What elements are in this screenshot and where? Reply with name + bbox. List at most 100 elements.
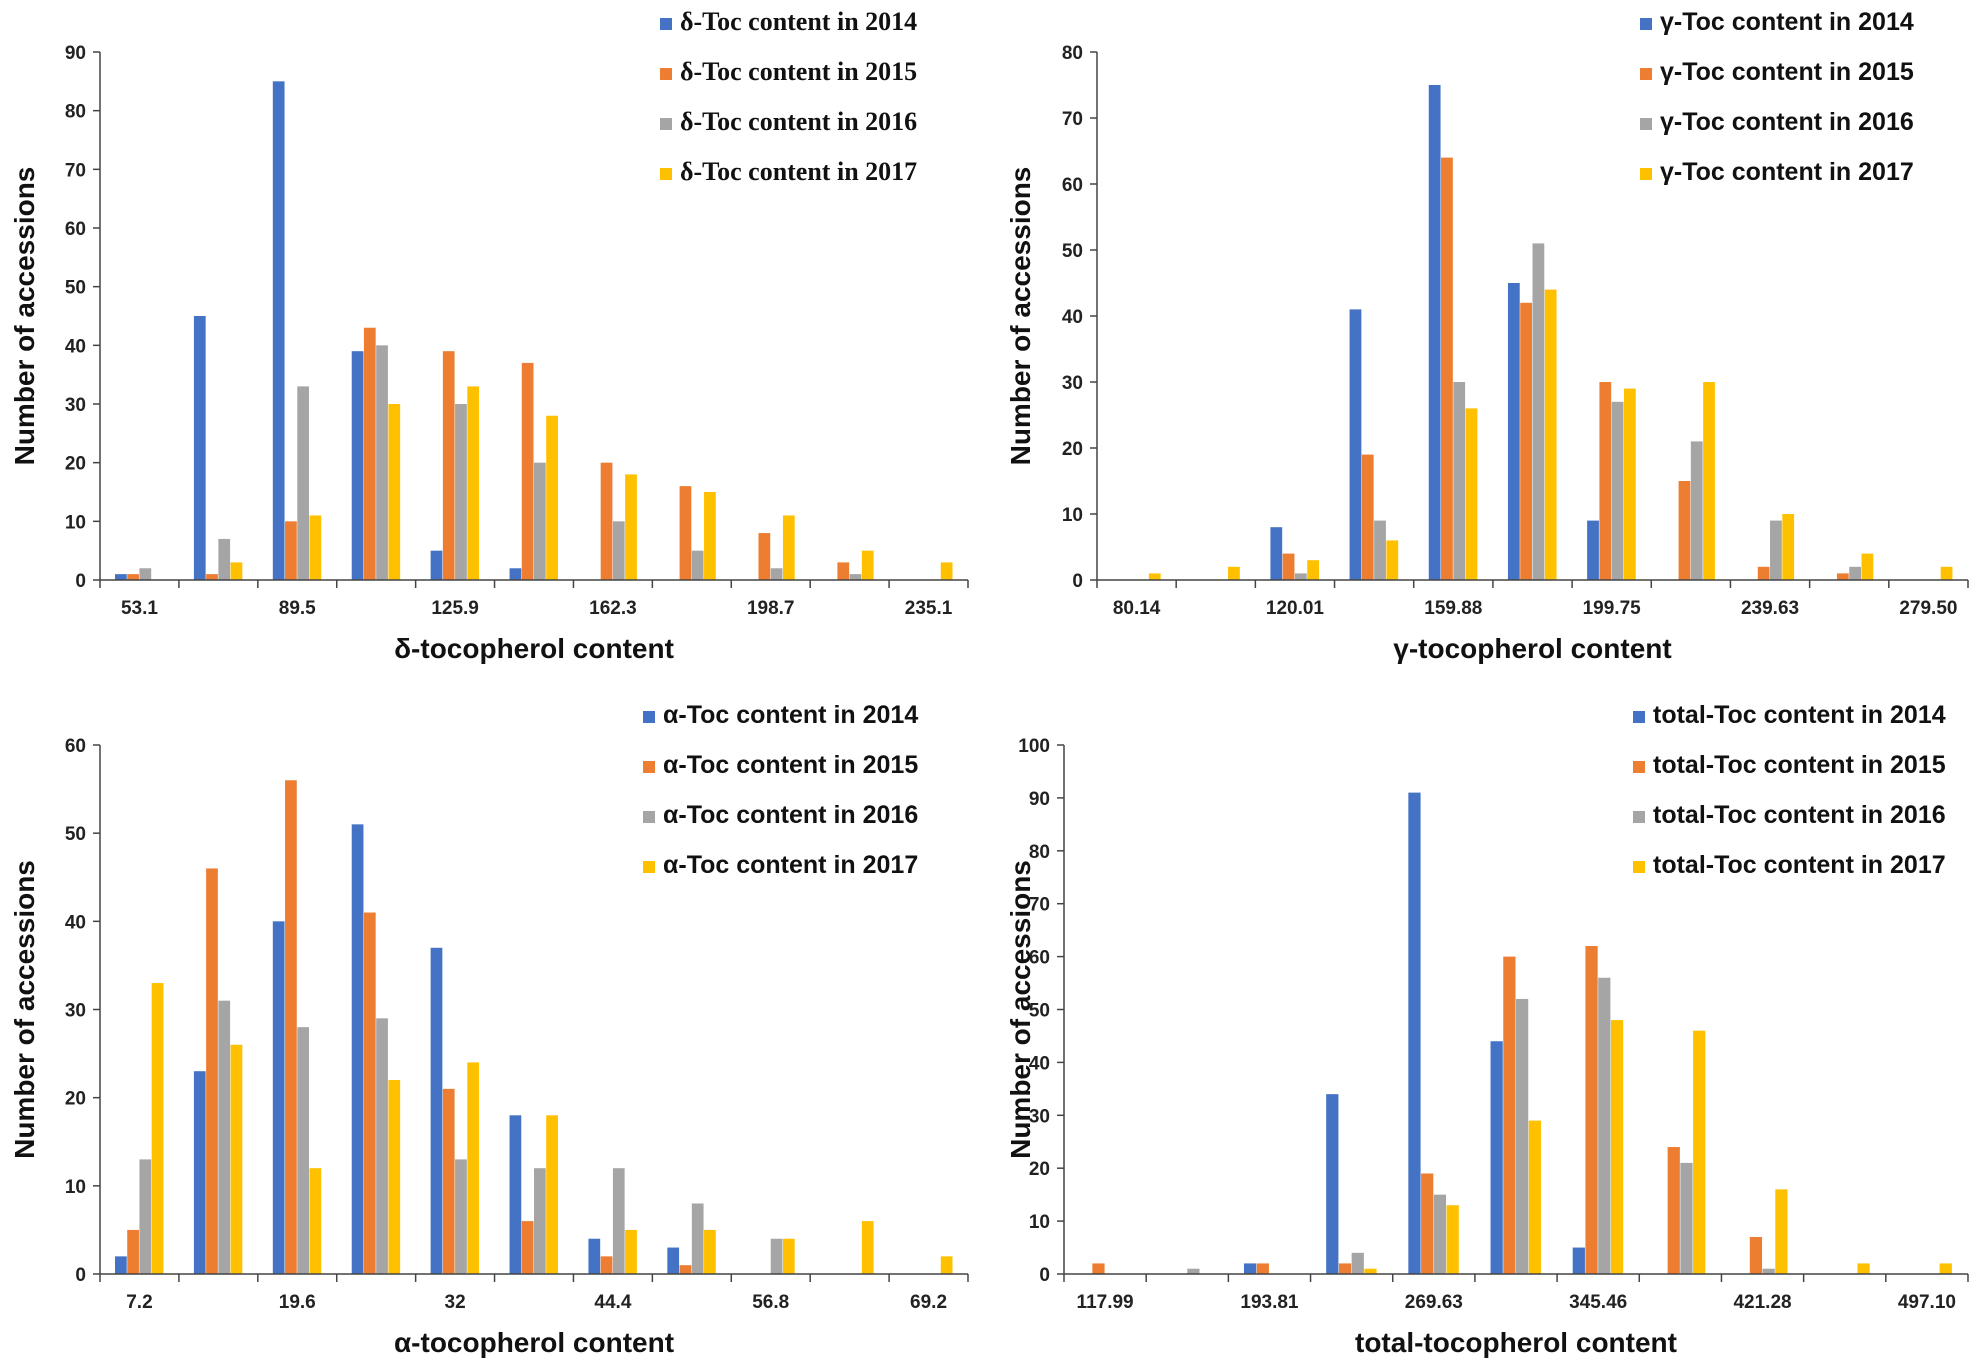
bar-series-3-bin-3 [297,1027,310,1274]
bar-series-3-bin-7 [1598,977,1611,1274]
bar-series-2-bin-3 [285,780,297,1274]
y-tick-label: 0 [75,571,86,592]
chart-total-tocopherol: 0 10 20 30 40 50 60 70 80 90 100 117.99 193.81 269.63… [1005,701,1969,1358]
bar-series-2-bin-2 [206,868,218,1274]
bar-series-4-bin-8 [704,1229,716,1274]
y-tick-label: 70 [65,160,86,181]
bar-series-2-bin-4 [363,327,376,580]
bar-series-1-bin-6 [509,568,522,580]
legend: γ-Toc content in 2014 γ-Toc content in 20… [1640,8,1914,186]
x-tick-label: 56.8 [752,1292,789,1313]
bar-series-1-bin-4 [1326,1094,1339,1274]
legend-label: δ-Toc content in 2015 [680,57,917,86]
x-tick-label: 125.9 [431,598,479,619]
bar-series-1-bin-4 [1349,309,1362,580]
y-axis-title: Number of accessions [9,860,40,1159]
bar-series-2-bin-6 [1520,302,1532,580]
bar-series-2-bin-6 [1503,956,1516,1274]
y-tick-label: 40 [1029,1053,1050,1074]
bar-series-1-bin-8 [667,1247,680,1274]
bar-series-2-bin-4 [1361,454,1374,580]
bar-series-3-bin-2 [1187,1268,1200,1274]
bar-series-2-bin-4 [363,912,376,1274]
bar-series-2-bin-1 [1092,1263,1105,1274]
y-axis-title: Number of accessions [9,167,40,466]
legend: δ-Toc content in 2014 δ-Toc content in 20… [660,7,917,186]
x-tick-label: 69.2 [910,1292,947,1313]
bar-series-2-bin-8 [679,1265,692,1274]
bar-series-3-bin-10 [849,574,862,580]
x-tick-label: 53.1 [121,598,158,619]
bar-series-4-bin-6 [1544,289,1557,580]
bar-series-2-bin-7 [600,1256,613,1274]
bar-series-1-bin-7 [1587,520,1599,580]
y-axis-title: Number of accessions [1005,167,1036,466]
bar-series-3-bin-6 [534,1168,546,1274]
y-tick-label: 30 [1062,373,1083,394]
bar-series-4-bin-2 [230,1044,243,1274]
bar-series-4-bin-11 [940,562,953,580]
bar-series-4-bin-11 [940,1256,953,1274]
bar-series-2-bin-6 [521,1221,534,1274]
bar-series-4-bin-11 [1940,566,1953,580]
chart-gamma-tocopherol: 0 10 20 30 40 50 60 70 80 80.14 120.01 159.88 199.75… [1005,8,1969,664]
y-tick-label: 10 [65,1177,86,1198]
bar-series-3-bin-1 [139,1159,152,1274]
legend-label: total-Toc content in 2015 [1653,751,1946,779]
x-tick-label: 117.99 [1077,1292,1134,1313]
legend-label: α-Toc content in 2017 [663,851,918,879]
bar-series-2-bin-9 [1749,1236,1763,1274]
legend-label: α-Toc content in 2015 [663,751,918,779]
bar-series-4-bin-7 [1623,388,1636,580]
bar-series-3-bin-6 [1532,243,1545,580]
y-tick-label: 50 [1062,241,1083,262]
legend-label: total-Toc content in 2016 [1653,801,1946,829]
x-tick-label: 19.6 [279,1292,316,1313]
bar-series-3-bin-7 [1611,401,1624,580]
y-tick-label: 10 [1062,505,1083,526]
y-tick-label: 10 [65,512,86,533]
bar-series-3-bin-5 [1453,382,1466,580]
legend-swatch [1633,711,1645,723]
y-tick-label: 50 [1029,1001,1050,1022]
bar-series-2-bin-3 [285,521,297,580]
y-tick-label: 20 [1029,1159,1050,1180]
x-tick-label: 199.75 [1583,598,1642,619]
legend-label: α-Toc content in 2016 [663,801,918,829]
bar-series-3-bin-8 [691,550,704,580]
bar-series-4-bin-2 [230,562,243,580]
bar-series-4-bin-6 [1528,1120,1541,1274]
x-tick-label: 235.1 [905,598,953,619]
bar-series-2-bin-6 [521,362,534,580]
bar-series-1-bin-5 [430,550,443,580]
x-axis-title: total-tocopherol content [1355,1327,1677,1358]
bar-series-4-bin-9 [782,1238,795,1274]
bar-series-4-bin-11 [1939,1263,1952,1274]
bar-series-4-bin-5 [467,1062,480,1274]
bar-series-1-bin-3 [272,81,285,580]
x-tick-label: 239.63 [1741,598,1799,619]
bar-series-1-bin-2 [193,316,206,580]
y-tick-label: 60 [65,736,86,757]
y-tick-label: 60 [1029,948,1050,969]
x-tick-label: 345.46 [1569,1292,1627,1313]
bar-series-4-bin-3 [1307,560,1320,580]
bar-series-4-bin-1 [1148,573,1161,580]
legend-label: δ-Toc content in 2014 [680,7,917,36]
legend-swatch [1640,18,1652,30]
bar-series-2-bin-10 [837,562,850,580]
bar-series-2-bin-5 [442,1088,455,1274]
bar-series-1-bin-4 [351,351,364,580]
legend-swatch [660,68,672,80]
bar-series-2-bin-8 [1678,481,1691,580]
y-tick-label: 40 [65,336,86,357]
legend-label: γ-Toc content in 2017 [1660,158,1914,186]
bar-series-2-bin-5 [442,351,455,580]
bar-series-2-bin-1 [127,1229,139,1274]
y-axis-title: Number of accessions [1005,860,1036,1159]
bar-series-4-bin-6 [546,1115,558,1274]
bar-series-4-bin-8 [704,492,716,580]
bar-series-4-bin-10 [861,1221,874,1274]
bar-series-4-bin-5 [467,386,480,580]
bar-series-2-bin-2 [206,574,218,580]
